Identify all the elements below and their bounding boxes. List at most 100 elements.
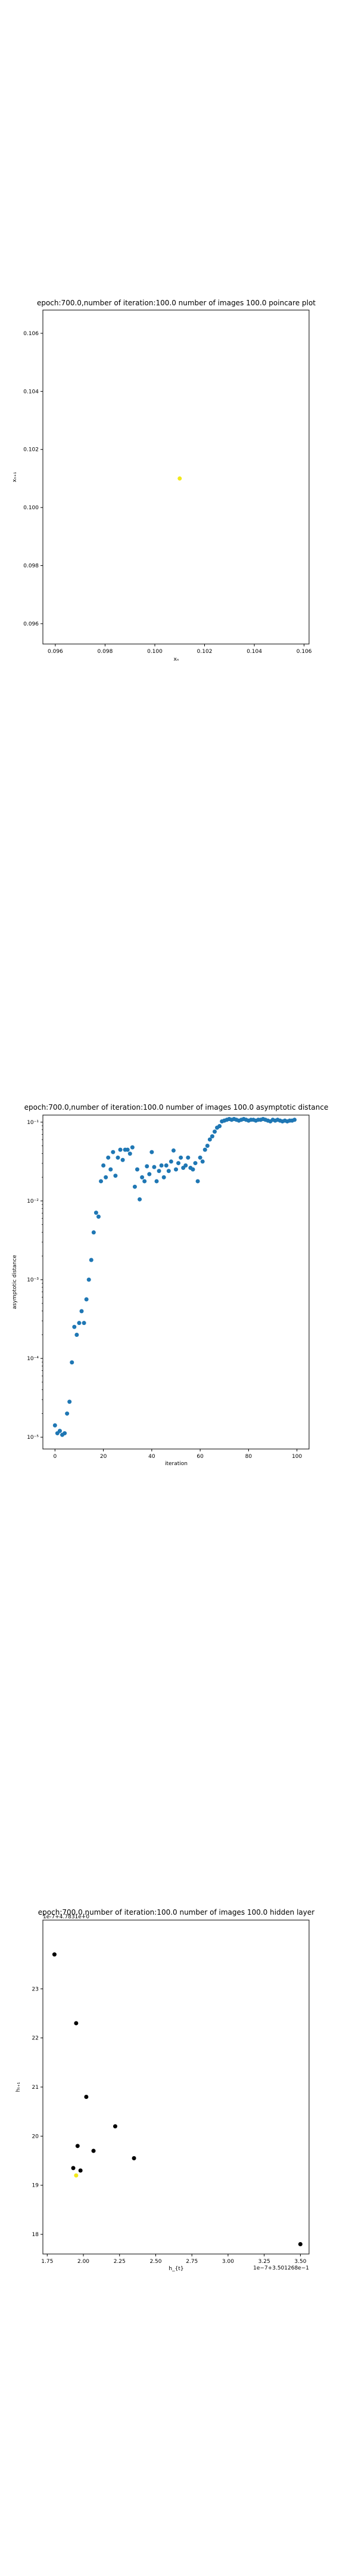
x-tick-label: 2.50 xyxy=(149,2259,161,2265)
asymptotic-point xyxy=(207,1137,212,1142)
hidden-layer-x-offset-text: 1e−7+3.501268e−1 xyxy=(253,2265,309,2271)
poincare-y-axis-label: xₙ₊₁ xyxy=(12,472,18,482)
asymptotic-point xyxy=(52,1423,57,1428)
asymptotic-point xyxy=(292,1117,297,1122)
asymptotic-point xyxy=(140,1175,145,1179)
asymptotic-title: epoch:700.0,number of iteration:100.0 nu… xyxy=(24,1103,329,1111)
x-tick-label: 0.102 xyxy=(197,649,213,655)
asymptotic-point xyxy=(179,1155,183,1160)
asymptotic-point xyxy=(157,1169,161,1174)
x-tick-label: 3.00 xyxy=(222,2259,234,2265)
poincare-plot-frame xyxy=(42,309,310,645)
asymptotic-distance-chart: epoch:700.0,number of iteration:100.0 nu… xyxy=(12,1103,328,1467)
x-tick-label: 60 xyxy=(197,1454,204,1460)
hidden-layer-y-axis-label: hₜ₊₁ xyxy=(15,2082,21,2092)
asymptotic-point xyxy=(174,1167,178,1172)
asymptotic-point xyxy=(213,1129,217,1134)
poincare-title: epoch:700.0,number of iteration:100.0 nu… xyxy=(37,299,316,307)
asymptotic-point xyxy=(142,1179,147,1184)
x-tick-label: 0.096 xyxy=(48,649,63,655)
asymptotic-point xyxy=(86,1277,91,1282)
hidden-layer-x-ticks: 1.75 2.00 2.25 2.50 2.75 3.00 3.25 3.50 xyxy=(41,2254,307,2265)
hidden-layer-point xyxy=(132,2156,136,2160)
asymptotic-point xyxy=(93,1210,98,1215)
poincare-point xyxy=(177,476,182,481)
asymptotic-point xyxy=(186,1155,191,1160)
y-tick-label: 10⁻² xyxy=(27,1199,39,1205)
asymptotic-point xyxy=(84,1297,89,1302)
x-tick-label: 2.75 xyxy=(186,2259,198,2265)
hidden-layer-point xyxy=(52,1952,57,1957)
poincare-x-ticks: 0.096 0.098 0.100 0.102 0.104 0.106 xyxy=(48,644,312,655)
hidden-layer-point xyxy=(91,2148,96,2153)
asymptotic-point xyxy=(191,1167,195,1172)
y-tick-label: 21 xyxy=(32,2085,39,2091)
asymptotic-point xyxy=(125,1147,130,1152)
asymptotic-point xyxy=(198,1155,202,1160)
asymptotic-point xyxy=(154,1179,159,1184)
y-tick-label: 23 xyxy=(32,1986,39,1992)
hidden-layer-point xyxy=(84,2094,89,2099)
hidden-layer-point xyxy=(74,2173,79,2178)
hidden-layer-point xyxy=(298,2242,303,2247)
asymptotic-point xyxy=(113,1174,118,1178)
asymptotic-point xyxy=(202,1147,207,1152)
asymptotic-point xyxy=(161,1175,166,1179)
hidden-layer-y-ticks: 18 19 20 21 22 23 xyxy=(32,1986,43,2238)
hidden-layer-point xyxy=(78,2168,83,2173)
poincare-y-ticks: 0.096 0.098 0.100 0.102 0.104 0.106 xyxy=(23,331,43,627)
hidden-layer-point xyxy=(75,2144,80,2148)
hidden-layer-x-axis-label: h_{t} xyxy=(169,2266,183,2272)
y-tick-label: 10⁻⁵ xyxy=(27,1435,39,1441)
asymptotic-points xyxy=(52,1117,297,1437)
asymptotic-point xyxy=(217,1123,222,1128)
y-tick-label: 0.104 xyxy=(23,389,39,395)
y-tick-label: 19 xyxy=(32,2183,39,2189)
asymptotic-x-ticks: 0 20 40 60 80 100 xyxy=(53,1449,303,1460)
asymptotic-y-ticks: 10⁻⁵ 10⁻⁴ 10⁻³ 10⁻² 10⁻¹ xyxy=(27,1120,43,1441)
x-tick-label: 1.75 xyxy=(41,2259,53,2265)
y-tick-label: 18 xyxy=(32,2232,39,2238)
asymptotic-point xyxy=(166,1169,171,1174)
poincare-points xyxy=(177,476,182,481)
poincare-chart: epoch:700.0,number of iteration:100.0 nu… xyxy=(12,299,316,662)
asymptotic-point xyxy=(205,1144,210,1148)
asymptotic-point xyxy=(195,1179,200,1184)
asymptotic-plot-frame xyxy=(42,1114,310,1450)
asymptotic-point xyxy=(106,1155,111,1160)
asymptotic-point xyxy=(70,1360,74,1365)
hidden-layer-point xyxy=(113,2124,117,2129)
asymptotic-point xyxy=(138,1197,142,1202)
asymptotic-point xyxy=(135,1167,139,1172)
x-tick-label: 100 xyxy=(292,1454,302,1460)
y-tick-label: 0.096 xyxy=(23,621,39,627)
hidden-layer-chart: epoch:700.0,number of iteration:100.0 nu… xyxy=(15,1908,314,2272)
x-tick-label: 3.25 xyxy=(258,2259,270,2265)
asymptotic-point xyxy=(169,1159,173,1164)
asymptotic-point xyxy=(127,1151,132,1156)
hidden-layer-points xyxy=(52,1952,303,2247)
x-tick-label: 0.104 xyxy=(247,649,262,655)
x-tick-label: 2.00 xyxy=(77,2259,89,2265)
asymptotic-point xyxy=(82,1321,86,1326)
asymptotic-point xyxy=(101,1163,106,1168)
asymptotic-point xyxy=(183,1163,188,1168)
asymptotic-x-axis-label: iteration xyxy=(165,1461,188,1467)
asymptotic-point xyxy=(96,1214,101,1219)
asymptotic-point xyxy=(74,1332,79,1337)
asymptotic-point xyxy=(164,1163,169,1168)
x-tick-label: 80 xyxy=(245,1454,252,1460)
asymptotic-point xyxy=(171,1148,176,1153)
poincare-x-axis-label: xₙ xyxy=(174,657,179,662)
asymptotic-point xyxy=(159,1163,164,1168)
x-tick-label: 0.100 xyxy=(147,649,163,655)
y-tick-label: 0.100 xyxy=(23,505,39,511)
asymptotic-point xyxy=(108,1167,113,1172)
asymptotic-point xyxy=(79,1309,84,1314)
x-tick-label: 40 xyxy=(148,1454,155,1460)
asymptotic-point xyxy=(89,1258,93,1262)
asymptotic-point xyxy=(91,1230,96,1235)
asymptotic-point xyxy=(72,1324,77,1329)
x-tick-label: 20 xyxy=(100,1454,107,1460)
